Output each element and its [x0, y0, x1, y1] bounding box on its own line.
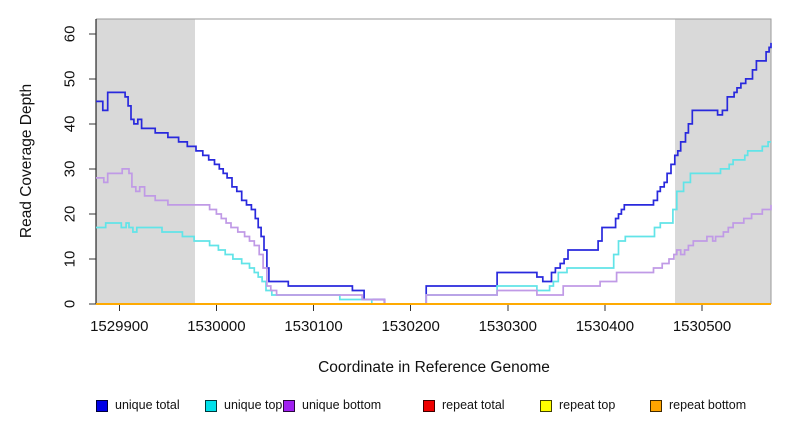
x-tick-label: 1530000 — [187, 318, 245, 335]
series-unique-total — [96, 42, 772, 305]
shaded-region — [674, 19, 771, 304]
legend-swatch-unique-total — [96, 400, 108, 412]
y-tick-label: 30 — [62, 161, 79, 178]
x-axis-title: Coordinate in Reference Genome — [318, 359, 550, 376]
y-tick-label: 40 — [62, 116, 79, 133]
x-tick-label: 1530500 — [673, 318, 731, 335]
legend-label-unique-top: unique top — [224, 398, 283, 412]
x-tick-label: 1530300 — [479, 318, 537, 335]
x-tick-label: 1529900 — [90, 318, 148, 335]
x-tick-label: 1530100 — [284, 318, 342, 335]
legend-label-repeat-top: repeat top — [559, 398, 616, 412]
y-axis-title: Read Coverage Depth — [18, 83, 35, 239]
y-tick-label: 20 — [62, 206, 79, 223]
legend-label-unique-total: unique total — [115, 398, 180, 412]
legend-swatch-unique-top — [205, 400, 217, 412]
y-tick-label: 10 — [62, 251, 79, 268]
legend-swatch-repeat-top — [540, 400, 552, 412]
legend-label-repeat-total: repeat total — [442, 398, 505, 412]
legend-label-repeat-bottom: repeat bottom — [669, 398, 747, 412]
legend-swatch-unique-bottom — [283, 400, 295, 412]
series-unique-bottom — [96, 168, 772, 305]
shaded-region — [96, 19, 196, 304]
legend-swatch-repeat-total — [423, 400, 435, 412]
x-tick-label: 1530200 — [381, 318, 439, 335]
legend-label-unique-bottom: unique bottom — [302, 398, 382, 412]
x-tick-label: 1530400 — [576, 318, 634, 335]
series-unique-top — [96, 141, 771, 305]
legend: unique total unique top unique bottom repea… — [0, 397, 792, 419]
y-tick-label: 0 — [62, 300, 79, 308]
y-tick-label: 60 — [62, 26, 79, 43]
legend-swatch-repeat-bottom — [650, 400, 662, 412]
y-tick-label: 50 — [62, 71, 79, 88]
